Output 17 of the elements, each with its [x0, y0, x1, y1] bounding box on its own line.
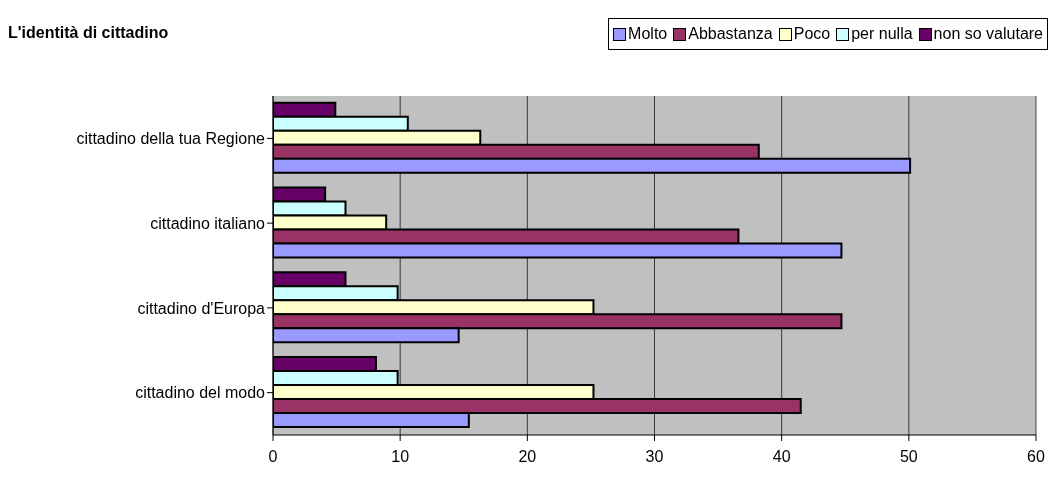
x-tick-label: 30 — [645, 448, 664, 466]
legend-label: non so valutare — [932, 25, 1043, 43]
y-tick-label: cittadino della tua Regione — [76, 130, 266, 148]
x-tick-label: 0 — [268, 448, 278, 466]
y-tick-label: cittadino italiano — [150, 214, 266, 232]
y-tick-label: cittadino d'Europa — [137, 299, 266, 317]
x-tick-label: 60 — [1027, 448, 1045, 466]
legend-label: Poco — [792, 25, 831, 43]
x-tick-label: 20 — [518, 448, 537, 466]
x-tick-label: 10 — [391, 448, 410, 466]
x-tick-label: 40 — [772, 448, 791, 466]
legend-label: Molto — [627, 25, 668, 43]
y-tick-label: cittadino del modo — [135, 384, 266, 402]
x-tick-label: 50 — [899, 448, 918, 466]
text: L'identità di cittadino — [8, 24, 169, 42]
legend-label: Abbastanza — [687, 25, 773, 43]
legend-label: per nulla — [850, 25, 913, 43]
